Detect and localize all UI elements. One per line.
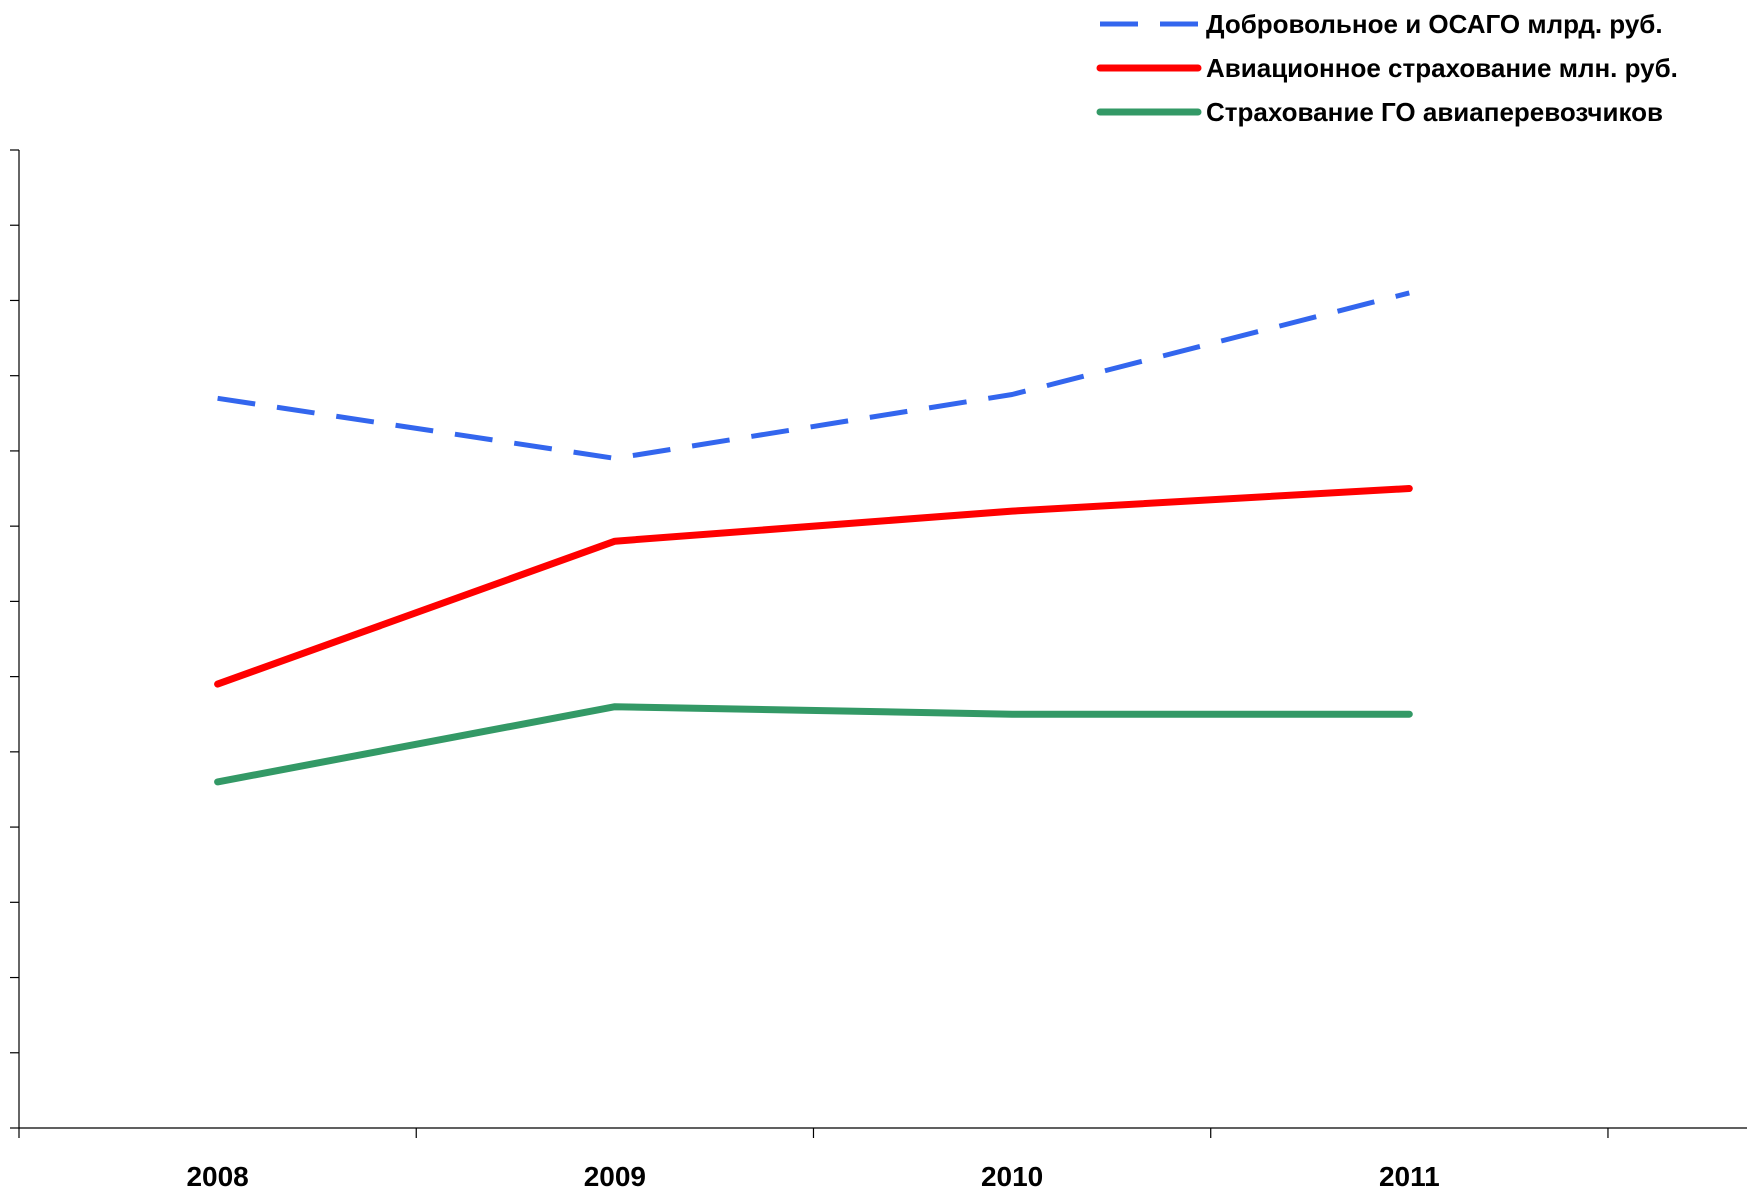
x-tick-label: 2011: [1379, 1161, 1440, 1190]
series-line-3: [214, 703, 1413, 786]
x-tick-label: 2009: [584, 1161, 646, 1190]
axes: [10, 149, 1747, 1138]
legend-label: Добровольное и ОСАГО млрд. руб.: [1206, 9, 1663, 39]
legend-item-2: Авиационное страхование млн. руб.: [1096, 53, 1678, 83]
legend-item-1: Добровольное и ОСАГО млрд. руб.: [1100, 9, 1663, 39]
x-tick-label: 2008: [186, 1161, 248, 1190]
legend-label: Авиационное страхование млн. руб.: [1206, 53, 1678, 83]
x-tick-label: 2010: [981, 1161, 1043, 1190]
series-layer: [214, 290, 1413, 786]
series-line-2: [214, 485, 1413, 688]
x-tick-labels: 2008 2009 2010 2011: [186, 1161, 1439, 1190]
legend-label: Страхование ГО авиаперевозчиков: [1206, 97, 1663, 127]
legend: Добровольное и ОСАГО млрд. руб. Авиационн…: [1096, 9, 1678, 127]
legend-item-3: Страхование ГО авиаперевозчиков: [1096, 97, 1663, 127]
series-line-1: [217, 290, 1410, 461]
